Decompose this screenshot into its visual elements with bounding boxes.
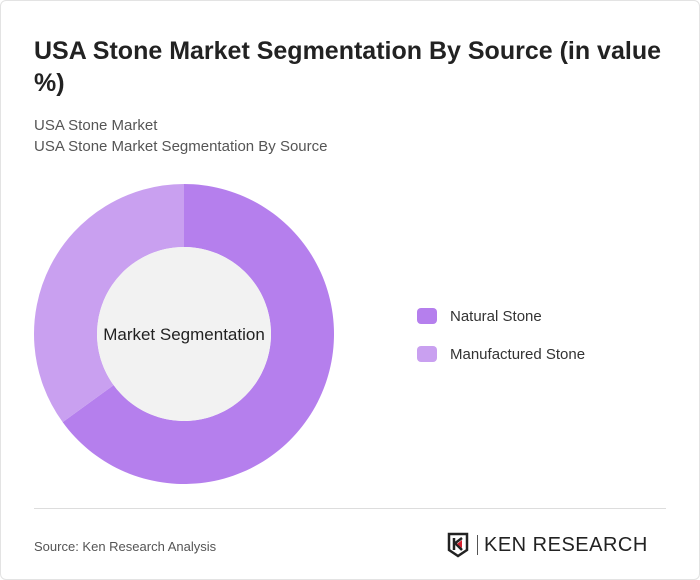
legend-label: Natural Stone bbox=[450, 307, 542, 325]
legend-swatch bbox=[417, 308, 437, 324]
divider bbox=[34, 508, 666, 509]
legend-swatch bbox=[417, 346, 437, 362]
legend-item-natural-stone[interactable]: Natural Stone bbox=[417, 306, 585, 326]
source-text: Source: Ken Research Analysis bbox=[34, 539, 217, 554]
donut-center bbox=[97, 247, 271, 421]
chart-title: USA Stone Market Segmentation By Source … bbox=[34, 37, 661, 97]
legend-item-manufactured-stone[interactable]: Manufactured Stone bbox=[417, 344, 585, 364]
logo-shield-icon bbox=[447, 532, 469, 558]
center-label: Market Segmentation bbox=[103, 325, 265, 344]
ken-research-logo: KEN RESEARCH bbox=[447, 532, 648, 558]
subtitle-segmentation: USA Stone Market Segmentation By Source bbox=[34, 138, 328, 155]
subtitle-market: USA Stone Market bbox=[34, 117, 158, 134]
slice-natural-stone[interactable] bbox=[62, 184, 334, 485]
legend: Natural Stone Manufactured Stone bbox=[417, 306, 585, 382]
slice-manufactured-stone[interactable] bbox=[34, 184, 184, 423]
legend-label: Manufactured Stone bbox=[450, 345, 586, 363]
logo-text: KEN RESEARCH bbox=[477, 535, 648, 555]
